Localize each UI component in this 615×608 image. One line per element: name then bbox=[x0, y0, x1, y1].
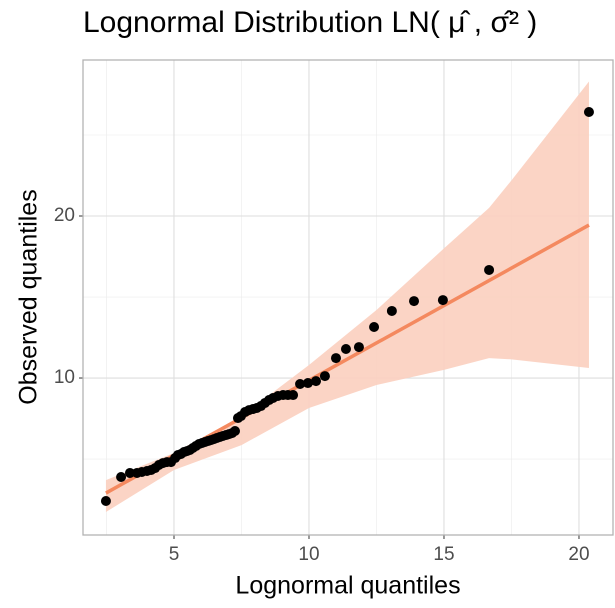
point bbox=[330, 353, 341, 364]
x-tick-label: 15 bbox=[433, 544, 454, 565]
y-tick-label: 20 bbox=[54, 205, 75, 226]
point bbox=[386, 305, 397, 316]
chart-title: Lognormal Distribution LN( μ̂ , σ̂² ) bbox=[83, 6, 537, 39]
point bbox=[302, 378, 313, 389]
point bbox=[116, 472, 127, 483]
panel-border bbox=[82, 59, 614, 536]
point bbox=[340, 344, 351, 355]
point bbox=[311, 376, 322, 387]
x-tick-label: 20 bbox=[568, 544, 589, 565]
point bbox=[583, 107, 594, 118]
point bbox=[437, 295, 448, 306]
point bbox=[230, 425, 241, 436]
y-tick-label: 10 bbox=[54, 367, 75, 388]
point bbox=[319, 371, 330, 382]
point bbox=[484, 264, 495, 275]
point bbox=[409, 296, 420, 307]
point bbox=[100, 495, 111, 506]
point bbox=[295, 379, 306, 390]
x-tick-label: 5 bbox=[169, 544, 180, 565]
x-tick-label: 10 bbox=[298, 544, 319, 565]
point bbox=[353, 342, 364, 353]
point bbox=[369, 321, 380, 332]
y-axis-label: Observed quantiles bbox=[15, 189, 43, 404]
point bbox=[124, 467, 135, 478]
point bbox=[288, 390, 299, 401]
x-axis-label: Lognormal quantiles bbox=[235, 572, 460, 600]
